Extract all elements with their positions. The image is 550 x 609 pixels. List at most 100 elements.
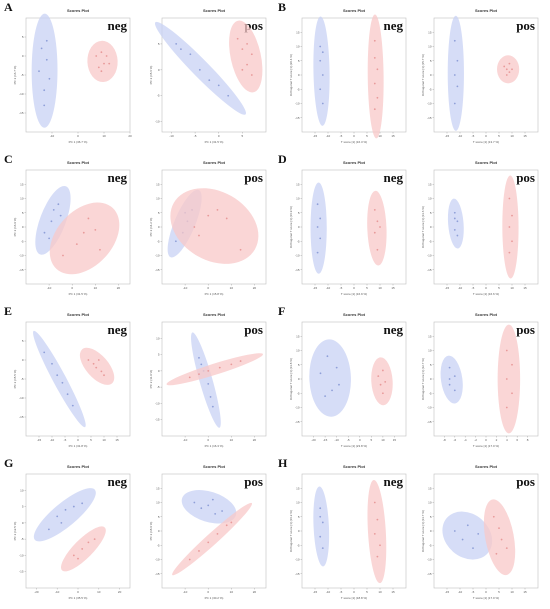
data-point: [511, 392, 513, 395]
x-axis-label: T score [1] (13.7 %): [473, 140, 499, 144]
confidence-ellipse: [309, 339, 351, 417]
y-axis-label: Orthogonal T score [1] (16.9 %): [289, 206, 293, 248]
data-point: [59, 214, 62, 217]
x-axis-label: T score [1] (16.9 %): [341, 292, 367, 296]
y-tick-label: 5: [22, 211, 24, 215]
y-tick-label: 5: [430, 211, 432, 215]
y-tick-label: 10: [156, 197, 160, 201]
panel-label-g: G: [4, 456, 14, 470]
data-point: [230, 363, 233, 366]
y-tick-label: -15: [427, 268, 432, 272]
data-point: [505, 378, 508, 380]
y-tick-label: 10: [296, 349, 300, 353]
x-tick-label: 20: [128, 134, 132, 138]
y-tick-label: -15: [155, 268, 160, 272]
chart-E-pos: Scores Plot pos -10 0 10 20 -15 -10 -5 0 5 10 PC 1 (…: [149, 312, 267, 448]
data-point: [377, 375, 380, 378]
data-point: [335, 366, 338, 369]
x-tick-label: 20: [253, 590, 257, 594]
data-point: [95, 366, 98, 369]
y-tick-label: 15: [156, 486, 160, 490]
y-tick-label: 5: [158, 42, 160, 46]
y-tick-label: 15: [156, 182, 160, 186]
y-tick-label: -10: [295, 254, 300, 258]
data-point: [52, 209, 55, 211]
y-tick-label: -10: [155, 120, 160, 124]
x-tick-label: 10: [230, 286, 234, 290]
data-point: [175, 43, 178, 45]
y-tick-label: -10: [155, 401, 160, 405]
data-point: [92, 362, 95, 365]
x-axis-label: T score [1] (16.3 %): [341, 140, 367, 144]
data-point: [453, 228, 456, 231]
y-axis-label: PC 2 (15.6 %): [149, 66, 153, 85]
confidence-ellipse: [61, 526, 106, 572]
data-point: [508, 62, 511, 65]
y-tick-label: -5: [21, 239, 24, 243]
data-point: [453, 74, 456, 76]
panel-label-d: D: [278, 152, 287, 166]
x-tick-label: 0: [77, 134, 79, 138]
y-tick-label: -5: [429, 543, 432, 547]
x-tick-label: -10: [183, 590, 188, 594]
y-tick-label: -15: [295, 116, 300, 120]
y-axis-label: PC 2 (12.5 %): [13, 522, 17, 541]
mode-tag: neg: [384, 322, 404, 337]
y-tick-label: 15: [428, 334, 432, 338]
data-point: [97, 66, 100, 69]
y-tick-label: 0: [22, 521, 24, 525]
x-tick-label: -4: [464, 438, 467, 442]
y-tick-label: -5: [297, 239, 300, 243]
x-tick-label: -20: [311, 438, 316, 442]
y-axis-label: Orthogonal T score [1] (16.2 %): [289, 510, 293, 552]
data-point: [81, 502, 84, 505]
data-point: [180, 48, 182, 50]
y-tick-label: 5: [298, 363, 300, 367]
y-tick-label: 10: [296, 501, 300, 505]
x-tick-label: 5: [366, 590, 368, 594]
data-point: [379, 383, 382, 386]
y-tick-label: 0: [298, 225, 300, 229]
y-axis-label: Orthogonal T score [1] (15.7 %): [421, 54, 425, 96]
y-tick-label: 10: [428, 501, 432, 505]
x-tick-label: 20: [117, 286, 121, 290]
x-tick-label: -15: [323, 438, 328, 442]
y-tick-label: 15: [428, 486, 432, 490]
y-axis-label: Orthogonal T score [1] (13.6 %): [421, 206, 425, 248]
x-tick-label: -2: [474, 438, 477, 442]
y-tick-label: -15: [295, 420, 300, 424]
data-point: [198, 234, 200, 237]
data-point: [75, 243, 78, 246]
x-axis-label: T score [1] (18.8 %): [341, 596, 367, 600]
mode-tag: pos: [244, 474, 263, 489]
y-axis-label: PC 2 (16.9 %): [13, 218, 17, 237]
y-tick-label: 0: [298, 73, 300, 77]
y-tick-label: 0: [158, 529, 160, 533]
y-axis-label: Orthogonal T score [1] (12.7 %): [421, 358, 425, 400]
x-tick-label: 5: [498, 286, 500, 290]
mode-tag: neg: [108, 322, 128, 337]
y-tick-label: 15: [428, 182, 432, 186]
data-point: [316, 203, 319, 206]
data-point: [198, 550, 200, 552]
data-point: [56, 374, 59, 377]
data-point: [246, 63, 248, 66]
y-tick-label: 15: [428, 30, 432, 34]
data-point: [376, 248, 379, 251]
data-point: [319, 515, 322, 518]
data-point: [100, 70, 103, 73]
data-point: [241, 68, 244, 71]
data-point: [384, 380, 387, 383]
data-point: [211, 498, 214, 501]
y-tick-label: 0: [430, 73, 432, 77]
data-point: [82, 231, 85, 234]
x-tick-label: 15: [523, 134, 527, 138]
data-point: [508, 226, 511, 228]
chart-title: Scores Plot: [203, 312, 226, 317]
data-point: [198, 373, 200, 376]
y-axis-label: PC 2 (15.5 %): [13, 370, 17, 389]
y-tick-label: -15: [295, 572, 300, 576]
data-point: [373, 82, 376, 85]
x-tick-label: -10: [50, 438, 55, 442]
